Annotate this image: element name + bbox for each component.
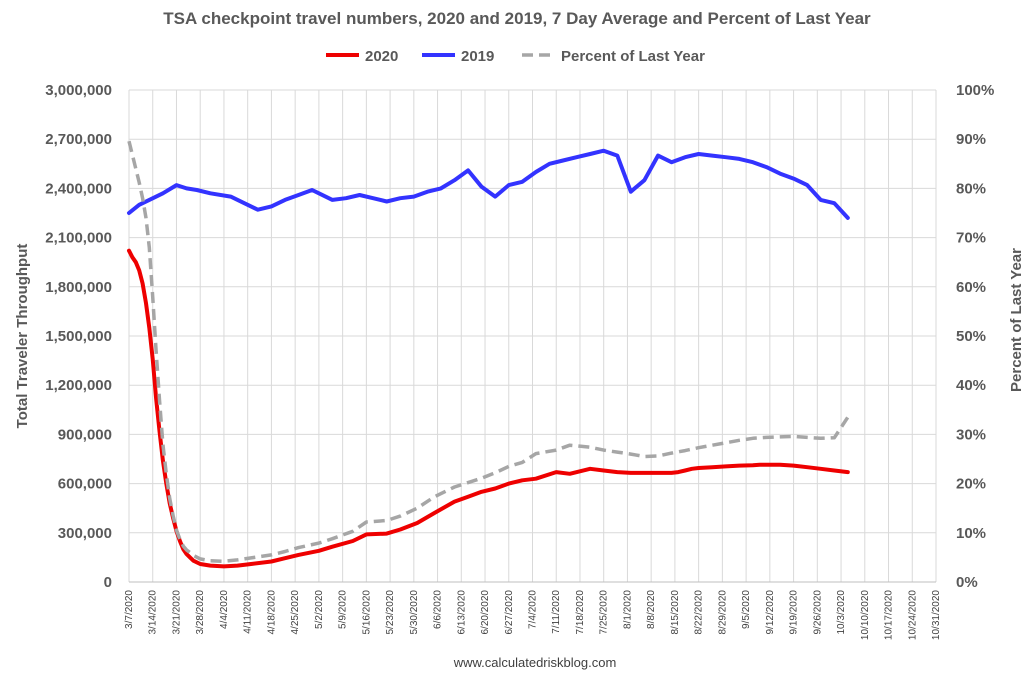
x-tick-label: 6/20/2020 <box>480 590 491 635</box>
x-tick-label: 7/4/2020 <box>528 590 539 629</box>
y-tick-label: 1,500,000 <box>45 328 112 345</box>
y2-tick-label: 30% <box>956 426 986 443</box>
x-tick-label: 8/29/2020 <box>717 590 728 635</box>
y-tick-label: 600,000 <box>58 476 112 493</box>
x-tick-label: 3/7/2020 <box>124 590 135 629</box>
y-tick-label: 2,100,000 <box>45 230 112 247</box>
y-tick-label: 2,700,000 <box>45 131 112 148</box>
x-tick-label: 5/9/2020 <box>338 590 349 629</box>
x-tick-label: 3/14/2020 <box>148 590 159 635</box>
x-tick-label: 7/11/2020 <box>551 590 562 634</box>
y-tick-label: 300,000 <box>58 525 112 542</box>
y2-axis-label: Percent of Last Year <box>1008 248 1025 392</box>
x-tick-label: 5/23/2020 <box>385 590 396 635</box>
x-tick-label: 9/19/2020 <box>789 590 800 635</box>
x-tick-label: 3/21/2020 <box>171 590 182 635</box>
x-tick-label: 6/6/2020 <box>433 590 444 629</box>
y2-tick-label: 70% <box>956 230 986 247</box>
y2-tick-label: 100% <box>956 82 994 99</box>
gridlines <box>128 89 937 583</box>
y2-tick-label: 90% <box>956 131 986 148</box>
x-tick-label: 6/13/2020 <box>456 590 467 635</box>
y2-tick-label: 40% <box>956 377 986 394</box>
x-tick-label: 9/26/2020 <box>812 590 823 635</box>
x-tick-label: 4/11/2020 <box>243 590 254 634</box>
y2-axis-ticks: 0% 10% 20% 30% 40% 50% 60% 70% 80% 90% 100% <box>956 82 994 591</box>
y2-tick-label: 80% <box>956 180 986 197</box>
x-tick-label: 9/5/2020 <box>741 590 752 629</box>
x-tick-label: 10/10/2020 <box>860 590 871 640</box>
x-tick-label: 4/25/2020 <box>290 590 301 635</box>
x-tick-label: 8/8/2020 <box>646 590 657 629</box>
x-tick-label: 7/25/2020 <box>599 590 610 635</box>
x-tick-label: 9/12/2020 <box>765 590 776 635</box>
x-axis-ticks: 3/7/2020 3/14/2020 3/21/2020 3/28/2020 4/4/2… <box>124 590 942 640</box>
y2-tick-label: 50% <box>956 328 986 345</box>
x-tick-label: 8/15/2020 <box>670 590 681 635</box>
x-tick-label: 10/17/2020 <box>884 590 895 640</box>
series-line-2019 <box>127 148 850 220</box>
x-tick-label: 10/3/2020 <box>836 590 847 635</box>
chart-title: TSA checkpoint travel numbers, 2020 and … <box>163 9 871 28</box>
y2-tick-label: 10% <box>956 525 986 542</box>
x-tick-label: 10/31/2020 <box>931 590 942 640</box>
y2-tick-label: 60% <box>956 279 986 296</box>
y-tick-label: 1,200,000 <box>45 377 112 394</box>
y2-tick-label: 20% <box>956 476 986 493</box>
legend: 2020 2019 Percent of Last Year <box>326 48 705 65</box>
series-line-percent-of-last-year <box>127 140 850 564</box>
x-tick-label: 4/4/2020 <box>219 590 230 629</box>
x-tick-label: 10/24/2020 <box>907 590 918 640</box>
y-tick-label: 1,800,000 <box>45 279 112 296</box>
y-axis-ticks: 0 300,000 600,000 900,000 1,200,000 1,500,000… <box>45 82 112 591</box>
x-tick-label: 4/18/2020 <box>266 590 277 635</box>
y-tick-label: 0 <box>104 574 112 591</box>
x-tick-label: 5/2/2020 <box>314 590 325 629</box>
x-tick-label: 5/16/2020 <box>361 590 372 635</box>
x-tick-label: 3/28/2020 <box>195 590 206 635</box>
x-tick-label: 8/22/2020 <box>694 590 705 635</box>
series-lines <box>127 140 850 569</box>
y-tick-label: 2,400,000 <box>45 180 112 197</box>
x-tick-label: 8/1/2020 <box>622 590 633 629</box>
y2-tick-label: 0% <box>956 574 978 591</box>
legend-label: 2020 <box>365 48 398 65</box>
legend-label: Percent of Last Year <box>561 48 705 65</box>
source-credit: www.calculatedriskblog.com <box>453 655 617 670</box>
x-tick-label: 7/18/2020 <box>575 590 586 635</box>
y-tick-label: 900,000 <box>58 426 112 443</box>
series-line-2020 <box>127 248 850 569</box>
legend-label: 2019 <box>461 48 494 65</box>
y-axis-label: Total Traveler Throughput <box>14 244 31 429</box>
x-tick-label: 5/30/2020 <box>409 590 420 635</box>
y-tick-label: 3,000,000 <box>45 82 112 99</box>
x-tick-label: 6/27/2020 <box>504 590 515 635</box>
